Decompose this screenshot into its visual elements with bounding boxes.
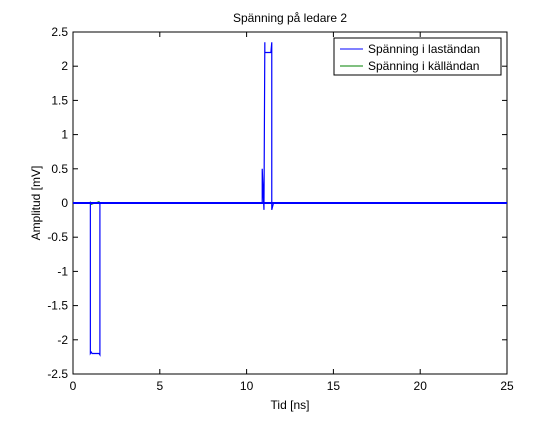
- x-tick-label: 10: [240, 379, 254, 393]
- y-tick-label: -2: [57, 333, 68, 347]
- chart-title: Spänning på ledare 2: [233, 11, 347, 25]
- y-tick-label: -0.5: [47, 230, 68, 244]
- y-tick-label: 0.5: [51, 162, 68, 176]
- y-tick-label: -2.5: [47, 367, 68, 381]
- y-tick-label: 1: [61, 128, 68, 142]
- series-line-0: [73, 42, 507, 357]
- y-ticks: -2.5 -2 -1.5 -1 -0.5 0 0.5 1 1.5 2 2.5: [47, 25, 507, 381]
- legend-label-lastandan: Spänning i laständan: [368, 42, 480, 56]
- x-tick-label: 5: [156, 379, 163, 393]
- y-tick-label: 2: [61, 59, 68, 73]
- x-tick-label: 15: [327, 379, 341, 393]
- y-tick-label: 2.5: [51, 25, 68, 39]
- x-tick-label: 0: [70, 379, 77, 393]
- legend: Spänning i laständan Spänning i källända…: [333, 37, 502, 76]
- x-tick-label: 20: [414, 379, 428, 393]
- x-axis-label: Tid [ns]: [271, 398, 310, 412]
- y-tick-label: 0: [61, 196, 68, 210]
- series-layer: [73, 42, 507, 357]
- y-axis-label: Amplitud [mV]: [29, 166, 43, 241]
- y-tick-label: -1.5: [47, 299, 68, 313]
- y-tick-label: 1.5: [51, 93, 68, 107]
- legend-label-kallandan: Spänning i källändan: [368, 59, 479, 73]
- x-ticks: 0 5 10 15 20 25: [70, 32, 514, 393]
- y-tick-label: -1: [57, 264, 68, 278]
- legend-box: [333, 37, 502, 76]
- x-tick-label: 25: [500, 379, 514, 393]
